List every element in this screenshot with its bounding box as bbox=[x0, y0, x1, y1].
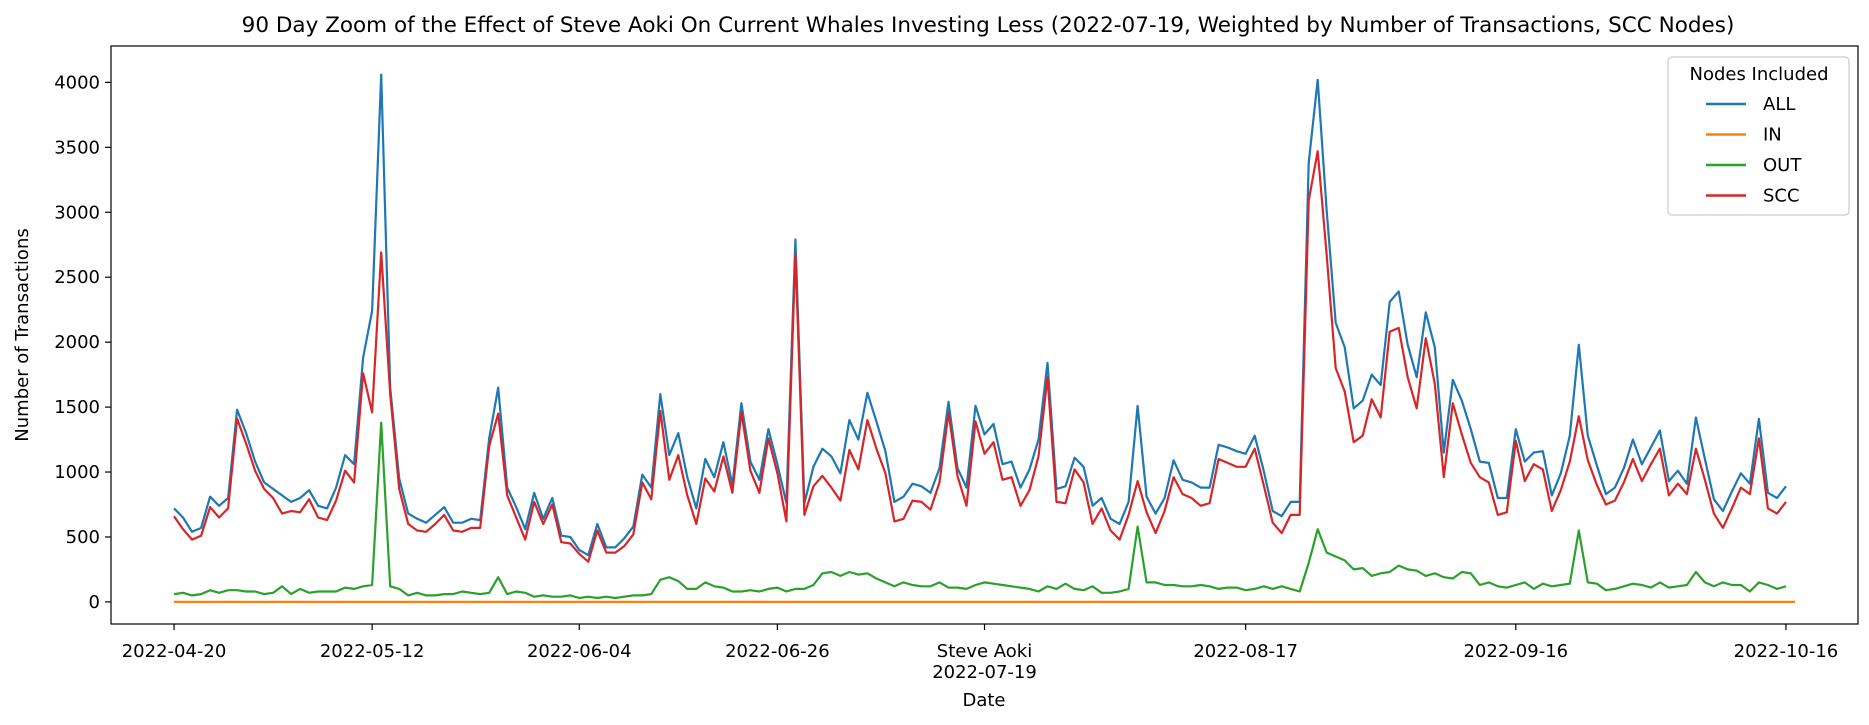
chart-title: 90 Day Zoom of the Effect of Steve Aoki … bbox=[242, 13, 1735, 38]
y-tick-label: 500 bbox=[66, 527, 100, 548]
legend-label-scc: SCC bbox=[1763, 186, 1800, 207]
x-tick-label: 2022-10-16 bbox=[1734, 641, 1839, 662]
y-axis: 0 500 1000 1500 2000 2500 3000 3500 4000 bbox=[54, 72, 111, 613]
y-tick-label: 3500 bbox=[54, 137, 100, 158]
event-label: Steve Aoki bbox=[937, 641, 1032, 662]
y-tick-label: 0 bbox=[89, 592, 100, 613]
x-tick-label: 2022-06-26 bbox=[725, 641, 830, 662]
legend-title: Nodes Included bbox=[1689, 64, 1828, 85]
legend-label-all: ALL bbox=[1763, 94, 1795, 115]
legend: Nodes Included ALL IN OUT SCC bbox=[1667, 56, 1850, 216]
legend-label-in: IN bbox=[1763, 125, 1782, 146]
y-tick-label: 1500 bbox=[54, 397, 100, 418]
series-line-all bbox=[173, 73, 1787, 557]
legend-label-out: OUT bbox=[1763, 155, 1802, 176]
x-tick-label: 2022-09-16 bbox=[1463, 641, 1568, 662]
y-tick-label: 3000 bbox=[54, 202, 100, 223]
legend-frame bbox=[1667, 56, 1850, 216]
x-tick-label: 2022-04-20 bbox=[122, 641, 227, 662]
x-tick-label: 2022-05-12 bbox=[320, 641, 425, 662]
series-line-scc bbox=[173, 150, 1787, 563]
y-axis-label: Number of Transactions bbox=[12, 228, 33, 441]
x-axis-label: Date bbox=[962, 690, 1005, 711]
x-axis: 2022-04-20 2022-05-12 2022-06-04 2022-06-26… bbox=[122, 624, 1839, 683]
plot-lines bbox=[173, 73, 1795, 604]
y-tick-label: 4000 bbox=[54, 72, 100, 93]
x-tick-label: 2022-08-17 bbox=[1193, 641, 1298, 662]
x-tick-label: 2022-07-19 bbox=[932, 662, 1037, 683]
x-tick-label: 2022-06-04 bbox=[527, 641, 632, 662]
y-tick-label: 2500 bbox=[54, 267, 100, 288]
y-tick-label: 1000 bbox=[54, 462, 100, 483]
series-line-out bbox=[173, 421, 1787, 600]
y-tick-label: 2000 bbox=[54, 332, 100, 353]
